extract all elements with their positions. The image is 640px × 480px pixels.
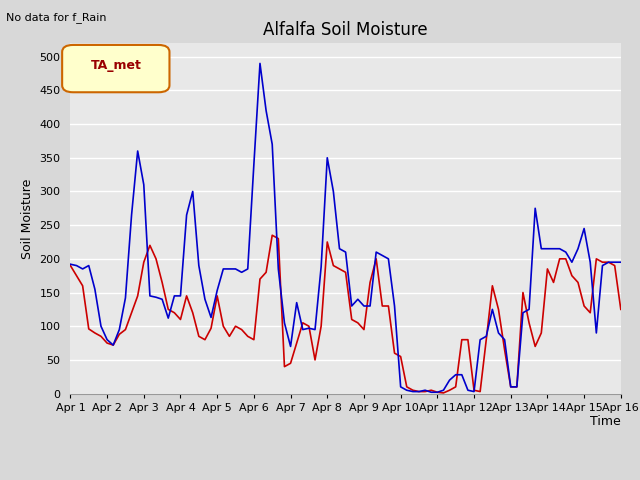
Theta20cm [543, 246, 551, 252]
Theta20cm [428, 389, 435, 395]
Theta20cm [390, 303, 398, 309]
Theta10cm [207, 325, 215, 331]
Theta10cm [390, 350, 398, 356]
FancyBboxPatch shape [62, 45, 170, 92]
Theta20cm [207, 314, 215, 320]
Line: Theta20cm: Theta20cm [70, 63, 621, 392]
Theta10cm [134, 293, 141, 299]
Text: No data for f_Rain: No data for f_Rain [6, 12, 107, 23]
Theta10cm [617, 307, 625, 312]
Text: TA_met: TA_met [91, 60, 141, 72]
Theta20cm [195, 263, 203, 268]
Theta10cm [195, 334, 203, 339]
Theta20cm [611, 259, 618, 265]
Theta20cm [256, 60, 264, 66]
Theta10cm [268, 232, 276, 238]
Theta20cm [67, 261, 74, 267]
Theta10cm [543, 266, 551, 272]
Line: Theta10cm: Theta10cm [70, 235, 621, 393]
Theta10cm [611, 263, 618, 268]
Theta20cm [134, 148, 141, 154]
Theta20cm [617, 259, 625, 265]
Theta10cm [440, 390, 447, 396]
Y-axis label: Soil Moisture: Soil Moisture [21, 178, 34, 259]
Theta10cm [67, 263, 74, 268]
Title: Alfalfa Soil Moisture: Alfalfa Soil Moisture [263, 21, 428, 39]
X-axis label: Time: Time [590, 415, 621, 429]
